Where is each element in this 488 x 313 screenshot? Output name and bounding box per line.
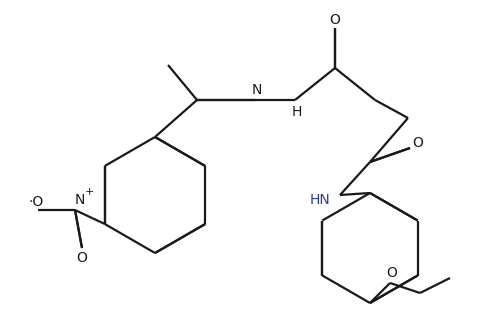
Text: N: N	[252, 83, 262, 97]
Text: O: O	[77, 251, 87, 265]
Text: +: +	[84, 187, 94, 197]
Text: O: O	[386, 266, 397, 280]
Text: O: O	[329, 13, 341, 27]
Text: H: H	[292, 105, 302, 119]
Text: O: O	[412, 136, 424, 150]
Text: N: N	[75, 193, 85, 207]
Text: HN: HN	[309, 193, 330, 207]
Text: ·O: ·O	[28, 195, 43, 209]
